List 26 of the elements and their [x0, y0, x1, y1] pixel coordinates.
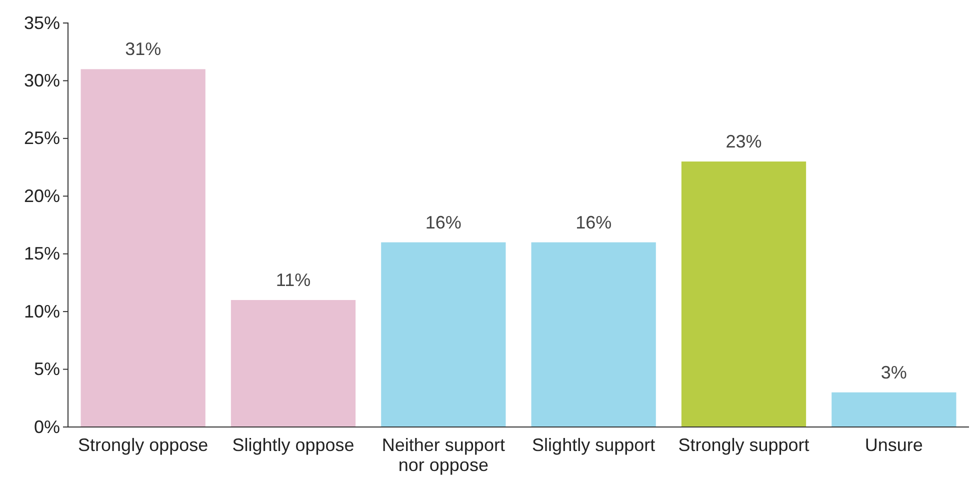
y-tick-label: 10% — [24, 301, 60, 322]
bar — [230, 300, 356, 427]
bar — [381, 242, 506, 427]
x-tick-label: Unsure — [864, 435, 923, 455]
bar — [531, 242, 656, 427]
x-tick-label: Strongly oppose — [78, 435, 208, 455]
data-label: 3% — [880, 362, 907, 382]
y-tick-label: 30% — [24, 70, 60, 90]
y-tick-label: 0% — [34, 416, 60, 437]
data-label: 11% — [276, 270, 311, 290]
bar — [80, 69, 206, 427]
y-tick-label: 15% — [24, 244, 60, 264]
data-label: 16% — [425, 212, 462, 232]
x-tick-label: Strongly support — [678, 435, 810, 455]
x-tick-label: Slightly support — [532, 435, 656, 455]
y-tick-label: 5% — [34, 359, 60, 380]
x-tick-label: Slightly oppose — [232, 435, 354, 455]
data-label: 23% — [726, 132, 762, 152]
data-label: 16% — [576, 212, 612, 232]
bar — [681, 162, 806, 427]
y-tick-label: 35% — [24, 12, 60, 33]
y-tick-label: 20% — [24, 186, 60, 206]
x-tick-label: Neither support nor oppose — [382, 435, 505, 475]
bar — [832, 392, 956, 427]
y-tick-label: 25% — [24, 128, 60, 148]
data-label: 31% — [125, 39, 162, 60]
